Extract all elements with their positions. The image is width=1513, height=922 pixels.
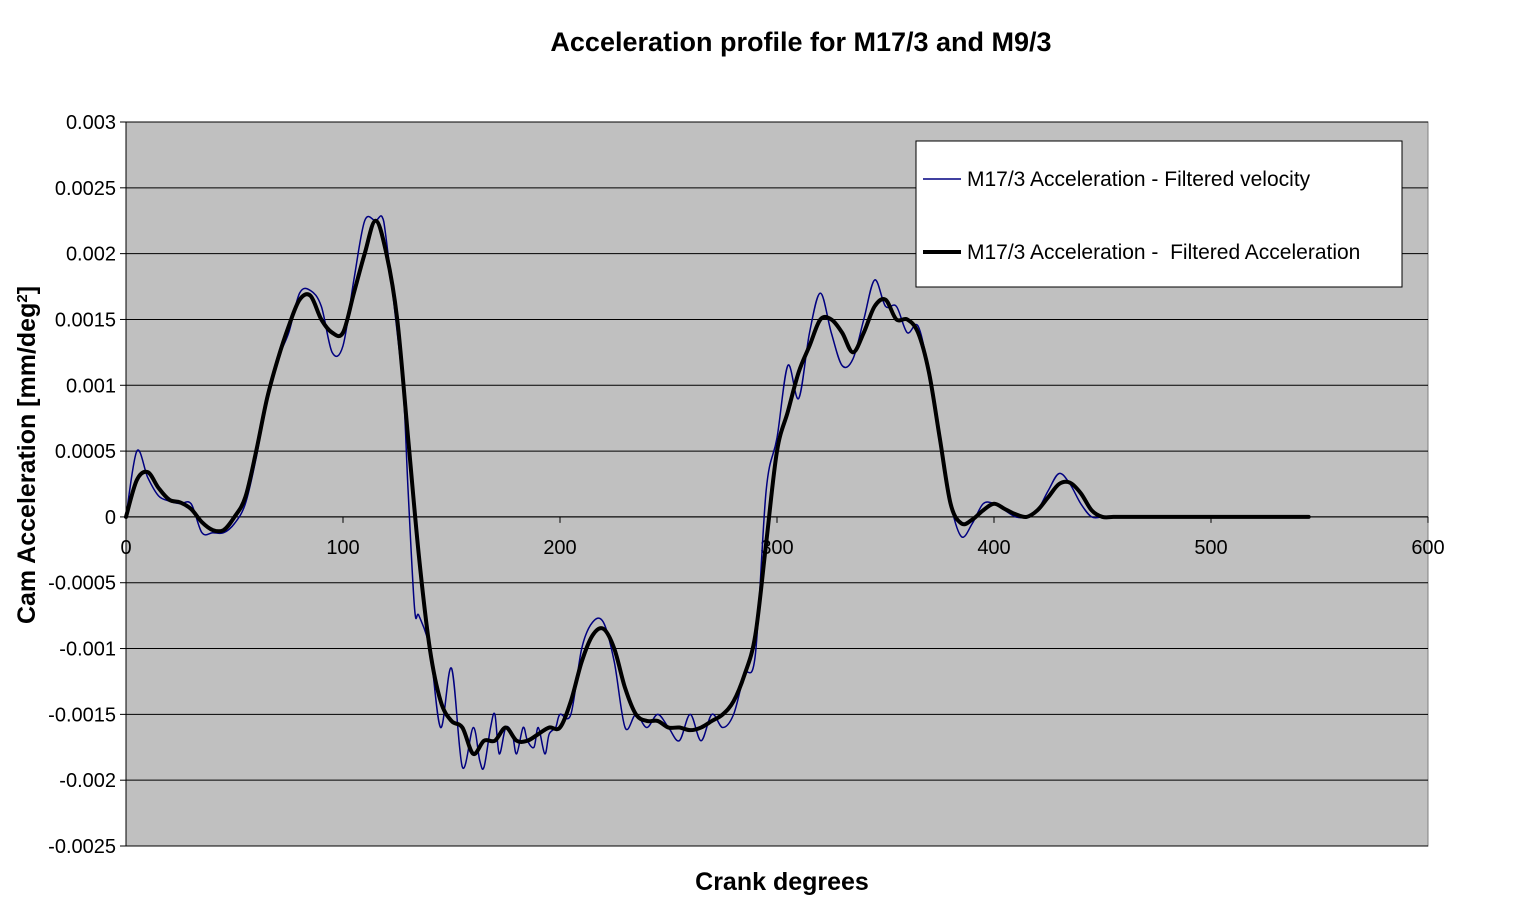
legend-label-velocity: M17/3 Acceleration - Filtered velocity bbox=[967, 168, 1311, 191]
y-tick-label: 0.001 bbox=[66, 375, 116, 397]
y-axis-title-end: ] bbox=[13, 286, 41, 294]
x-tick-label: 500 bbox=[1194, 537, 1227, 559]
y-tick-label: -0.0025 bbox=[48, 836, 116, 858]
y-tick-label: 0.0025 bbox=[55, 178, 116, 200]
legend-label-acceleration: M17/3 Acceleration - Filtered Accelerati… bbox=[967, 241, 1360, 264]
y-axis-title-superscript: 2 bbox=[14, 294, 31, 302]
y-tick-labels: 0.003 0.0025 0.002 0.0015 0.001 0.0005 0 -0.000… bbox=[48, 112, 116, 858]
y-tick-label: -0.0015 bbox=[48, 704, 116, 726]
y-tick-label: 0 bbox=[105, 507, 116, 529]
y-tick-label: 0.003 bbox=[66, 112, 116, 134]
y-tick-label: -0.0005 bbox=[48, 573, 116, 595]
x-tick-label: 400 bbox=[977, 537, 1010, 559]
series-lines bbox=[124, 215, 1311, 770]
y-tick-label: 0.0005 bbox=[55, 441, 116, 463]
y-axis-title: Cam Acceleration [mm/deg2] bbox=[13, 286, 41, 624]
x-tick-labels: 0 100 200 300 400 500 600 bbox=[120, 537, 1444, 559]
legend-box bbox=[915, 140, 1403, 288]
chart-title: Acceleration profile for M17/3 and M9/3 bbox=[550, 27, 1051, 57]
x-tick-label: 300 bbox=[760, 537, 793, 559]
series-line-filtered-acceleration bbox=[124, 218, 1311, 757]
x-axis-title: Crank degrees bbox=[695, 868, 869, 896]
y-tick-label: -0.001 bbox=[59, 639, 116, 661]
x-tick-label: 0 bbox=[120, 537, 131, 559]
y-tick-label: -0.002 bbox=[59, 770, 116, 792]
y-axis-title-main: Cam Acceleration [mm/deg bbox=[13, 303, 41, 624]
y-tick-label: 0.002 bbox=[66, 244, 116, 266]
x-tick-label: 100 bbox=[326, 537, 359, 559]
y-tick-label: 0.0015 bbox=[55, 309, 116, 331]
x-tick-label: 600 bbox=[1411, 537, 1444, 559]
x-tick-label: 200 bbox=[543, 537, 576, 559]
legend: M17/3 Acceleration - Filtered velocity M… bbox=[915, 140, 1403, 288]
